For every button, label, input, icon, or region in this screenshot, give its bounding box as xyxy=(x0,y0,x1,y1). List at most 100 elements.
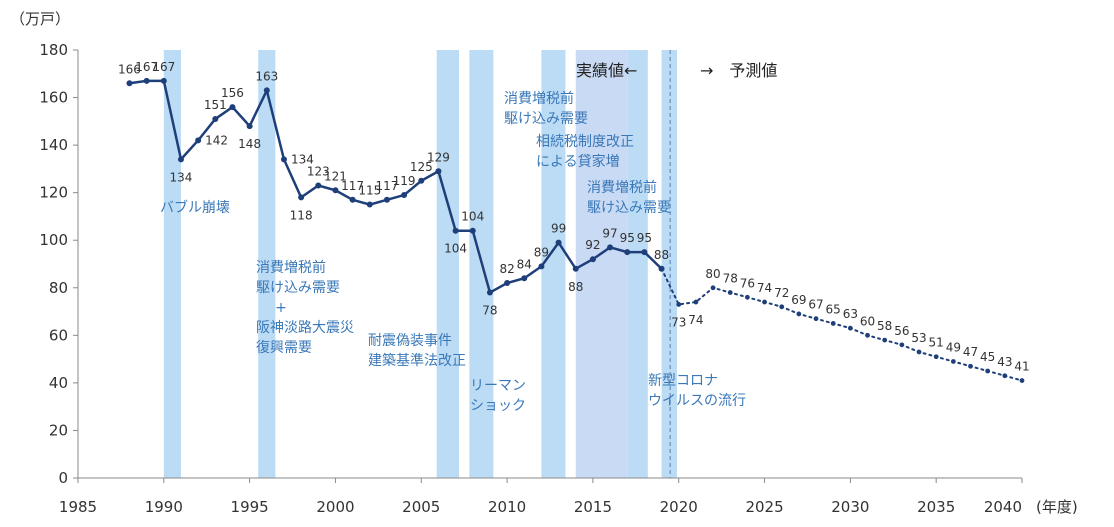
data-point xyxy=(933,354,939,360)
data-label: 125 xyxy=(410,160,433,174)
data-label: 78 xyxy=(723,272,738,286)
annotation-bubble: バブル崩壊 xyxy=(160,199,230,216)
data-label: 88 xyxy=(654,248,669,262)
data-label: 134 xyxy=(170,170,193,184)
data-label: 51 xyxy=(929,336,944,350)
actual-series-line xyxy=(129,79,663,295)
x-tick-label: 2015 xyxy=(574,498,612,516)
data-label: 65 xyxy=(826,302,841,316)
data-label: 84 xyxy=(517,257,532,271)
annotation-lehman: ショック xyxy=(470,398,526,414)
data-point xyxy=(143,77,150,84)
data-label: 123 xyxy=(307,165,330,179)
x-tick-label: 2030 xyxy=(831,498,869,516)
data-point xyxy=(383,196,390,203)
data-label: 58 xyxy=(877,319,892,333)
data-point xyxy=(899,342,905,348)
data-point xyxy=(607,244,614,251)
data-label: 41 xyxy=(1014,360,1029,374)
y-axis-unit: （万戸） xyxy=(10,10,70,28)
x-tick-label: 2020 xyxy=(660,498,698,516)
data-point xyxy=(246,123,253,130)
data-label: 73 xyxy=(671,315,686,329)
y-tick-label: 20 xyxy=(49,421,68,439)
data-point xyxy=(160,77,167,84)
x-axis-unit: (年度) xyxy=(1036,498,1078,516)
annotation-tax1997: + xyxy=(275,300,287,316)
data-point xyxy=(985,368,991,374)
data-label: 56 xyxy=(894,324,909,338)
data-label: 95 xyxy=(637,231,652,245)
data-point xyxy=(555,239,562,246)
annotation-inherit: 相続税制度改正 xyxy=(536,133,634,150)
data-label: 118 xyxy=(290,208,313,222)
data-point xyxy=(693,299,699,305)
x-tick-label: 2040 xyxy=(984,498,1022,516)
data-point xyxy=(658,265,665,272)
data-point xyxy=(779,304,785,310)
data-label: 99 xyxy=(551,222,566,236)
y-tick-label: 40 xyxy=(49,374,68,392)
highlight-bands xyxy=(163,50,678,478)
data-label: 163 xyxy=(255,69,278,83)
data-label: 69 xyxy=(791,293,806,307)
data-label: 119 xyxy=(393,174,416,188)
data-point xyxy=(882,337,888,343)
data-labels: 1661671671341421511561481631341181231211… xyxy=(118,60,1030,374)
data-label: 104 xyxy=(461,210,484,224)
data-label: 89 xyxy=(534,245,549,259)
y-tick-label: 140 xyxy=(39,136,68,154)
data-point xyxy=(401,192,408,199)
data-point xyxy=(641,249,648,256)
highlight-band xyxy=(541,50,566,478)
data-label: 74 xyxy=(757,281,772,295)
data-point xyxy=(572,265,579,272)
y-tick-label: 80 xyxy=(49,279,68,297)
highlight-band xyxy=(627,50,648,478)
annotation-tax1997: 駆け込み需要 xyxy=(256,280,340,296)
data-label: 117 xyxy=(375,179,398,193)
data-point xyxy=(916,349,922,355)
y-tick-label: 60 xyxy=(49,326,68,344)
data-point xyxy=(744,294,750,300)
data-label: 148 xyxy=(238,137,261,151)
data-label: 167 xyxy=(152,60,175,74)
data-point xyxy=(366,201,373,208)
y-tick-label: 180 xyxy=(39,41,68,59)
x-tick-label: 1985 xyxy=(59,498,97,516)
data-label: 63 xyxy=(843,307,858,321)
data-label: 67 xyxy=(808,298,823,312)
data-label: 47 xyxy=(963,345,978,359)
data-label: 92 xyxy=(585,238,600,252)
data-label: 72 xyxy=(774,286,789,300)
data-point xyxy=(589,256,596,263)
data-point xyxy=(280,156,287,163)
data-point xyxy=(177,156,184,163)
data-point xyxy=(521,275,528,282)
data-label: 129 xyxy=(427,150,450,164)
data-point xyxy=(950,359,956,364)
data-point xyxy=(452,227,459,234)
data-point xyxy=(298,194,305,201)
data-point xyxy=(486,289,493,296)
data-point xyxy=(865,332,870,338)
x-tick-label: 1990 xyxy=(145,498,183,516)
x-tick-label: 1995 xyxy=(231,498,269,516)
data-label: 134 xyxy=(291,152,314,166)
y-tick-label: 120 xyxy=(39,184,68,202)
x-tick-label: 2025 xyxy=(745,498,783,516)
data-label: 43 xyxy=(997,355,1012,369)
data-point xyxy=(418,177,425,184)
data-label: 97 xyxy=(602,226,617,240)
annotation-quake: 建築基準法改正 xyxy=(368,352,466,369)
x-tick-label: 2035 xyxy=(917,498,955,516)
annotation-tax2019: 消費増税前 xyxy=(587,179,657,196)
data-label: 76 xyxy=(740,276,755,290)
highlight-band xyxy=(661,50,678,478)
annotation-tax1997: 復興需要 xyxy=(256,339,312,356)
x-tick-label: 2010 xyxy=(488,498,526,516)
data-point xyxy=(469,227,476,234)
y-tick-label: 100 xyxy=(39,231,68,249)
